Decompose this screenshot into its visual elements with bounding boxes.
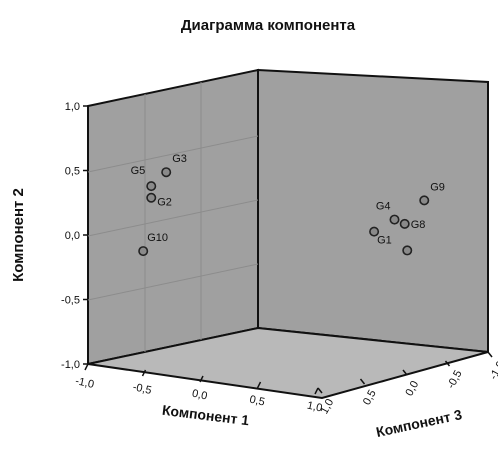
back-wall-left (87, 68, 259, 366)
data-point-label: G8 (411, 219, 426, 231)
data-point (402, 245, 413, 256)
data-point-label: G4 (376, 201, 391, 213)
back-wall-right (257, 68, 489, 354)
data-point-label: G9 (430, 181, 445, 193)
data-point (399, 218, 410, 229)
chart-title: Диаграмма компонента (181, 17, 356, 34)
x-tick-label: -0,5 (132, 381, 153, 397)
y-tick-label: -1,0 (61, 359, 80, 371)
z-tick-label: 0,0 (403, 379, 421, 398)
z-axis-label: Компонент 3 (374, 406, 463, 440)
data-point (146, 192, 157, 203)
data-point (138, 246, 149, 257)
z-tick-label: 0,5 (361, 388, 379, 407)
z-tick-mark (487, 351, 493, 358)
z-tick-label: 1,0 (318, 397, 336, 416)
data-point (419, 195, 430, 206)
z-tick-mark (359, 378, 366, 385)
x-tick-label: 0,5 (248, 394, 265, 409)
data-point-label: G5 (131, 165, 146, 177)
data-point-label: G3 (172, 153, 187, 165)
z-tick-mark (444, 360, 451, 367)
z-tick-mark (317, 387, 323, 394)
y-tick-label: -0,5 (61, 295, 80, 307)
data-point (389, 214, 400, 225)
data-point-label: G10 (147, 232, 168, 244)
data-point-label: G1 (377, 235, 392, 247)
x-axis-ticks: -1,0 -0,5 0,0 0,5 1,0 (74, 363, 323, 415)
data-point (161, 167, 172, 178)
z-tick-mark (402, 369, 408, 376)
data-point (369, 226, 380, 237)
x-axis-label: Компонент 1 (161, 402, 250, 429)
x-tick-mark (84, 363, 89, 371)
z-tick-label: -0,5 (445, 368, 465, 390)
data-point (146, 181, 157, 192)
x-tick-mark (141, 369, 147, 377)
data-point-label: G2 (157, 197, 172, 209)
y-tick-label: 0,5 (65, 166, 80, 178)
data-points: G3 G5 G2 G10 G9 G4 G1 G8 (131, 153, 445, 257)
y-tick-label: 1,0 (65, 101, 80, 113)
z-tick-label: -1,0 (488, 359, 498, 381)
x-tick-mark (256, 381, 262, 389)
wall-grid (87, 82, 259, 352)
y-tick-label: 0,0 (65, 230, 80, 242)
y-axis-label: Компонент 2 (10, 188, 27, 282)
x-tick-mark (314, 387, 319, 395)
y-axis-ticks: 1,0 0,5 0,0 -0,5 -1,0 (61, 101, 88, 371)
x-tick-label: 1,0 (306, 400, 323, 415)
x-tick-label: -1,0 (74, 375, 95, 391)
x-tick-label: 0,0 (191, 388, 208, 403)
x-tick-mark (199, 375, 204, 383)
